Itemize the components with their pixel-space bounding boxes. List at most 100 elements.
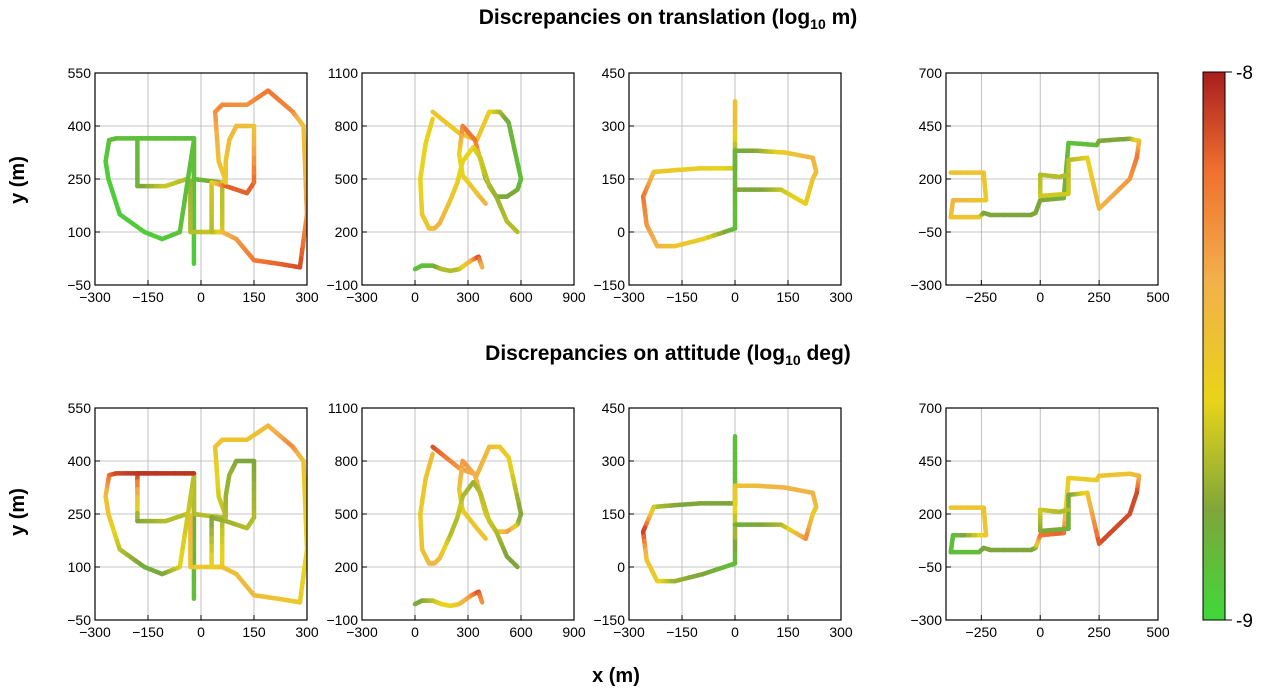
xlabel: x (m) (592, 665, 640, 687)
title-attitude: Discrepancies on attitude (log10 deg) (485, 342, 851, 368)
trajectory (412, 109, 524, 274)
trajectory-segment (301, 123, 307, 143)
trajectory-segment (301, 473, 307, 493)
x-tick-label: 150 (242, 624, 266, 640)
trajectory (640, 434, 819, 584)
panel-attitude-4: −250 0 250 500 −300 −50 200 450 700 (910, 400, 1169, 640)
x-tick-label: 900 (562, 624, 586, 640)
y-tick-label: 200 (335, 224, 359, 240)
y-tick-label: 450 (919, 118, 943, 134)
x-tick-label: 0 (731, 289, 739, 305)
trajectory (412, 444, 524, 609)
x-tick-label: 150 (242, 289, 266, 305)
x-tick-label: −150 (132, 624, 164, 640)
y-tick-label: 300 (602, 118, 626, 134)
y-tick-label: −300 (910, 277, 942, 293)
x-tick-label: 0 (197, 289, 205, 305)
title-translation: Discrepancies on translation (log10 m) (479, 6, 857, 32)
y-tick-label: −50 (67, 277, 91, 293)
x-tick-label: 0 (197, 624, 205, 640)
x-tick-label: 0 (411, 289, 419, 305)
trajectory-segment (177, 214, 185, 235)
x-tick-label: 0 (1036, 289, 1044, 305)
ylabel-bottom: y (m) (7, 488, 29, 536)
x-tick-label: −300 (613, 289, 645, 305)
y-tick-label: 1100 (328, 400, 358, 416)
x-tick-label: 250 (1087, 624, 1111, 640)
trajectory-segment (302, 502, 307, 523)
y-tick-label: 700 (919, 65, 943, 81)
x-tick-label: 300 (295, 289, 319, 305)
y-tick-label: 700 (919, 400, 943, 416)
trajectory (640, 99, 819, 249)
x-tick-label: 300 (829, 624, 853, 640)
y-tick-label: 550 (68, 400, 92, 416)
trajectory-segment (481, 199, 488, 206)
trajectory-segment (479, 263, 485, 270)
y-tick-label: 150 (602, 506, 626, 522)
trajectory-segment (303, 182, 307, 202)
trajectory-segment (182, 518, 190, 539)
trajectory-segment (302, 488, 307, 508)
trajectory-segment (301, 138, 307, 158)
y-tick-label: 250 (68, 506, 92, 522)
colorbar: -8 -9 (1202, 63, 1253, 632)
y-tick-label: 200 (919, 171, 943, 187)
y-tick-label: 0 (617, 224, 625, 240)
x-tick-label: −250 (966, 289, 998, 305)
x-tick-label: −300 (346, 624, 378, 640)
x-tick-label: 300 (456, 624, 480, 640)
x-tick-label: −300 (346, 289, 378, 305)
trajectory-segment (481, 534, 488, 541)
x-tick-label: 500 (1146, 289, 1170, 305)
x-tick-label: 300 (456, 289, 480, 305)
x-tick-label: 300 (295, 624, 319, 640)
x-tick-label: −300 (79, 624, 111, 640)
y-tick-label: −150 (593, 612, 625, 628)
y-tick-label: 100 (68, 559, 92, 575)
y-tick-label: 200 (919, 506, 943, 522)
x-tick-label: 300 (829, 289, 853, 305)
y-tick-label: 1100 (328, 65, 358, 81)
y-tick-label: 100 (68, 224, 92, 240)
trajectory-segment (184, 168, 192, 189)
trajectory-segment (303, 517, 307, 537)
y-tick-label: 300 (602, 453, 626, 469)
colorbar-max-label: -8 (1236, 63, 1253, 84)
axes-frame (945, 72, 1159, 286)
y-tick-label: 250 (68, 171, 92, 187)
y-tick-label: −50 (67, 612, 91, 628)
x-tick-label: −150 (666, 624, 698, 640)
trajectory-segment (302, 153, 307, 173)
y-tick-label: 450 (919, 453, 943, 469)
axes-frame (361, 407, 575, 621)
axes-frame (945, 407, 1159, 621)
trajectory-segment (177, 549, 185, 570)
x-tick-label: 0 (731, 624, 739, 640)
x-tick-label: −300 (613, 624, 645, 640)
trajectory-segment (179, 534, 187, 554)
colorbar-min-label: -9 (1236, 611, 1253, 632)
y-tick-label: 450 (602, 65, 626, 81)
y-tick-label: −100 (326, 612, 358, 628)
trajectory (948, 136, 1142, 220)
panel-attitude-2: −300 0 300 600 900 −100 200 500 800 1100 (326, 400, 585, 640)
axes-frame (628, 407, 842, 621)
y-tick-label: −100 (326, 277, 358, 293)
y-tick-label: 200 (335, 559, 359, 575)
y-tick-label: 500 (335, 506, 359, 522)
x-tick-label: −250 (966, 624, 998, 640)
trajectory-segment (186, 488, 194, 509)
axes-frame (94, 407, 308, 621)
trajectory-segment (189, 137, 197, 158)
x-tick-label: −150 (132, 289, 164, 305)
y-tick-label: 550 (68, 65, 92, 81)
trajectory (103, 88, 307, 270)
y-tick-label: 450 (602, 400, 626, 416)
trajectory (948, 471, 1142, 555)
y-tick-label: 800 (335, 118, 359, 134)
x-tick-label: 600 (509, 289, 533, 305)
panel-translation-1: −300 −150 0 150 300 −50 100 250 400 550 (67, 65, 319, 305)
